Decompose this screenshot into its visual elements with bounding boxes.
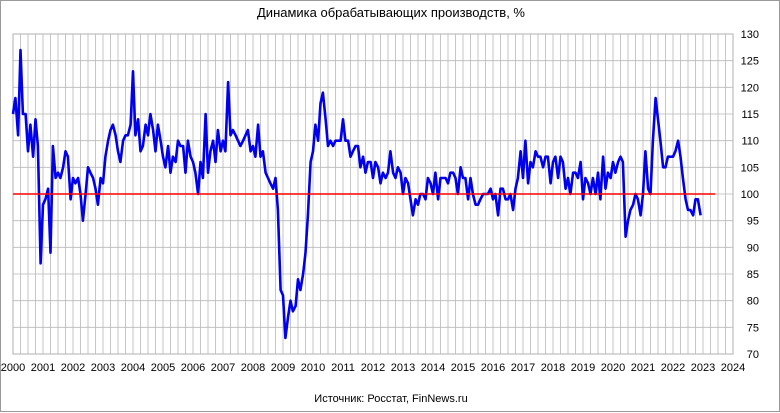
x-tick-label: 2010 <box>301 362 325 374</box>
x-tick-label: 2013 <box>391 362 415 374</box>
x-tick-label: 2008 <box>241 362 265 374</box>
x-tick-label: 2002 <box>61 362 85 374</box>
x-tick-label: 2007 <box>211 362 235 374</box>
x-tick-label: 2000 <box>1 362 25 374</box>
x-tick-label: 2015 <box>451 362 475 374</box>
x-tick-label: 2018 <box>541 362 565 374</box>
x-tick-label: 2017 <box>511 362 535 374</box>
x-axis-ticks: 2000 2001 2002 2003 2004 2005 2006 2007 2008 2009… <box>1 362 745 374</box>
y-tick-label: 110 <box>741 136 759 148</box>
x-tick-label: 2024 <box>721 362 745 374</box>
x-tick-label: 2003 <box>91 362 115 374</box>
x-tick-label: 2020 <box>601 362 625 374</box>
x-tick-label: 2011 <box>331 362 355 374</box>
x-tick-label: 2019 <box>571 362 595 374</box>
x-tick-label: 2009 <box>271 362 295 374</box>
chart-source: Источник: Росстат, FinNews.ru <box>314 393 468 405</box>
y-axis-ticks: 70 75 80 85 90 95 100 105 110 115 120 125 130 <box>741 29 759 361</box>
x-tick-label: 2005 <box>151 362 175 374</box>
chart-title: Динамика обрабатывающих производств, % <box>257 5 525 20</box>
y-tick-label: 125 <box>741 56 759 68</box>
x-tick-label: 2023 <box>691 362 715 374</box>
y-tick-label: 80 <box>747 296 759 308</box>
x-tick-label: 2022 <box>661 362 685 374</box>
y-tick-label: 105 <box>741 162 759 174</box>
y-tick-label: 90 <box>747 242 759 254</box>
x-tick-label: 2006 <box>181 362 205 374</box>
y-tick-label: 95 <box>747 216 759 228</box>
y-tick-label: 130 <box>741 29 759 41</box>
series-line-manufacturing <box>11 48 702 340</box>
y-tick-label: 100 <box>741 189 759 201</box>
x-tick-label: 2014 <box>421 362 445 374</box>
x-tick-label: 2012 <box>361 362 385 374</box>
x-tick-label: 2016 <box>481 362 505 374</box>
y-tick-label: 115 <box>741 109 759 121</box>
y-tick-label: 120 <box>741 82 759 94</box>
series-layer <box>11 48 715 340</box>
y-tick-label: 75 <box>747 322 759 334</box>
x-tick-label: 2021 <box>631 362 655 374</box>
x-tick-label: 2001 <box>31 362 55 374</box>
x-tick-label: 2004 <box>121 362 145 374</box>
y-tick-label: 85 <box>747 269 759 281</box>
y-tick-label: 70 <box>747 349 759 361</box>
